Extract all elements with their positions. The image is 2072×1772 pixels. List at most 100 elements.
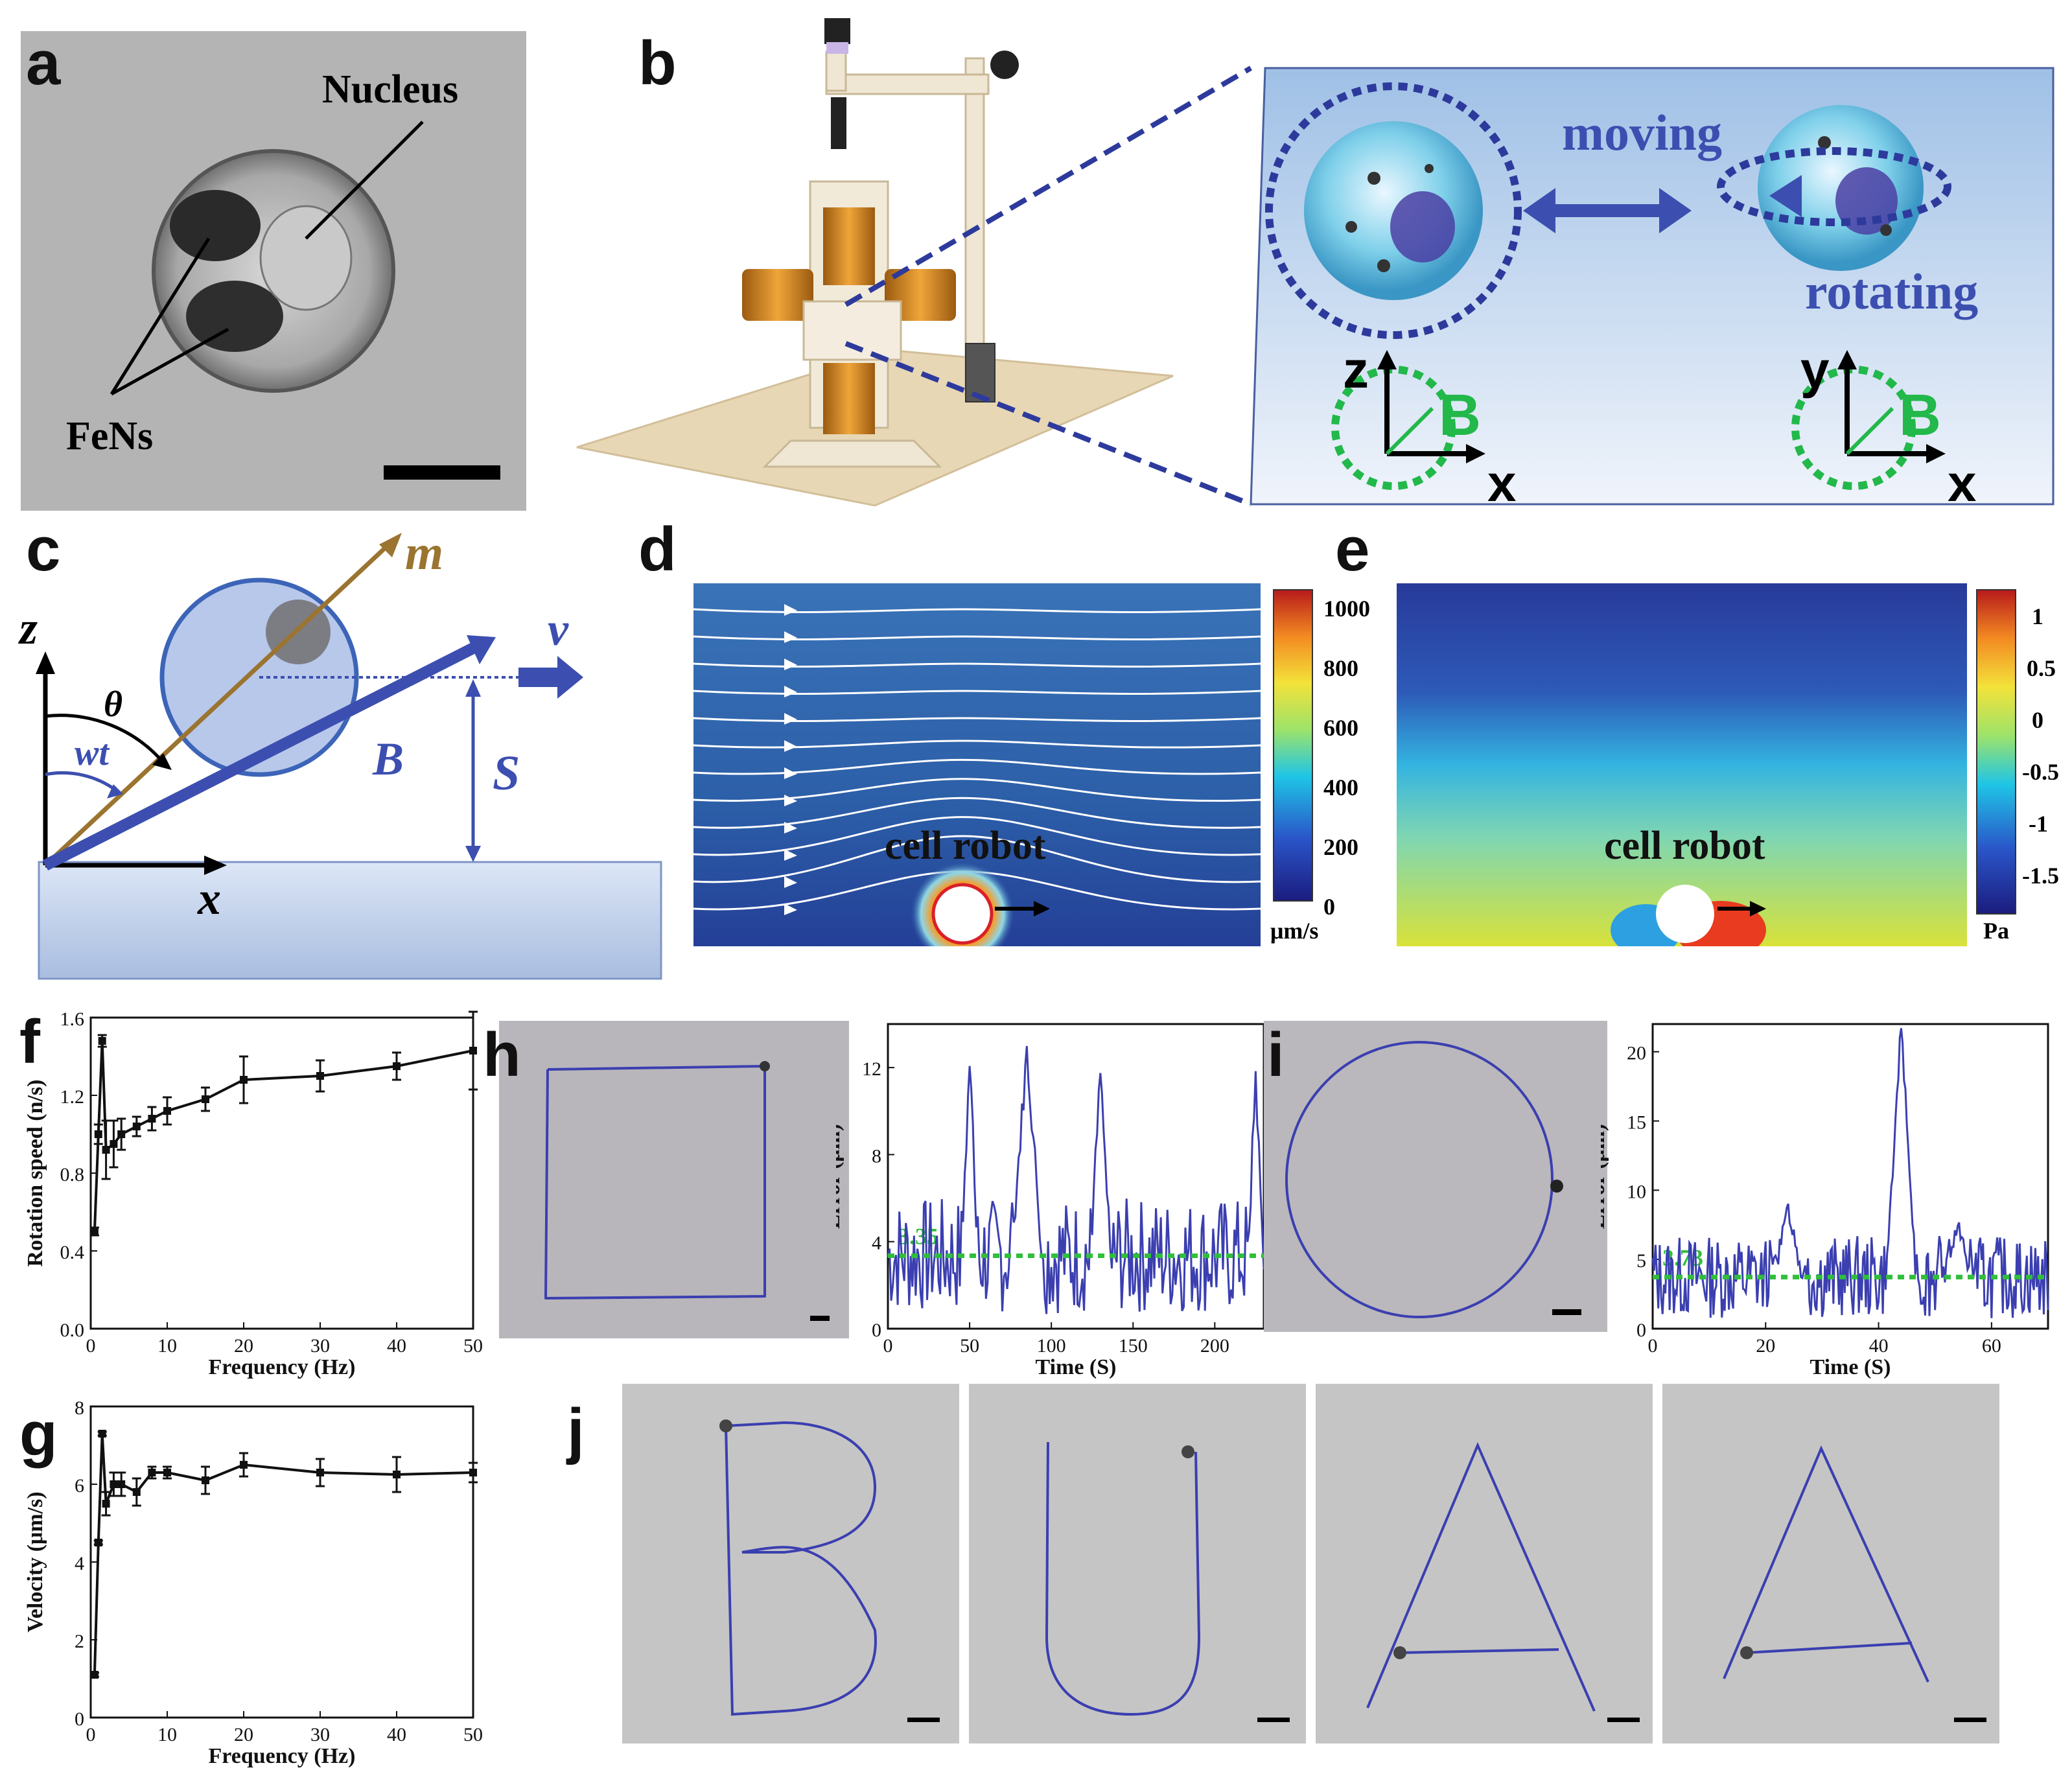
colorbar-d-tick-400: 400 — [1323, 775, 1358, 800]
x-axis-label: Frequency (Hz) — [209, 1355, 356, 1379]
streamline — [693, 835, 1261, 883]
y-tick-label: 15 — [1627, 1112, 1646, 1134]
y-axis-label: Error (μm) — [1601, 1124, 1609, 1229]
scale-bar — [384, 465, 500, 480]
panel-label-h: h — [483, 1020, 521, 1090]
axis-x-label-2: x — [1948, 454, 1977, 512]
square-trajectory — [544, 1061, 830, 1321]
colorbar-e-tick-0-5: 0.5 — [2027, 655, 2056, 681]
data-point — [393, 1471, 401, 1478]
panel-a-micrograph: Nucleus FeNs — [21, 31, 526, 511]
x-tick-label: 50 — [960, 1335, 979, 1357]
data-point — [117, 1130, 126, 1138]
data-point — [240, 1461, 248, 1469]
colorbar-d-tick-200: 200 — [1323, 834, 1358, 860]
data-point — [202, 1095, 209, 1103]
x-axis-label: Time (S) — [1810, 1355, 1891, 1379]
panel-h-chart: 0 50 100 150 200 0 4 8 12 Time (S) Error (μm) 3.35 — [836, 1014, 1277, 1390]
x-tick-label: 10 — [157, 1335, 177, 1357]
x-tick-label: 20 — [234, 1724, 253, 1745]
panel-d-flowfield — [693, 583, 1313, 946]
streamline — [693, 758, 1261, 775]
y-tick-label: 0.0 — [60, 1320, 85, 1341]
data-point — [163, 1469, 171, 1476]
axis-y-label: y — [1800, 341, 1830, 399]
axis-z-label: z — [1343, 341, 1369, 399]
streamline — [693, 608, 1261, 613]
y-tick-label: 8 — [75, 1397, 84, 1419]
moving-label: moving — [1562, 104, 1723, 161]
y-tick-label: 1.6 — [60, 1008, 85, 1030]
x-tick-label: 40 — [387, 1724, 406, 1745]
y-tick-label: 12 — [862, 1058, 881, 1080]
colorbar-d-tick-1000: 1000 — [1323, 596, 1370, 622]
panel-e: cell robot 1 0.5 0 -0.5 -1 -1.5 Pa — [1390, 577, 2064, 946]
data-point — [102, 1146, 110, 1154]
panel-label-c: c — [26, 515, 61, 584]
x-axis-label: Frequency (Hz) — [209, 1744, 356, 1768]
y-axis-label: Error (μm) — [836, 1124, 844, 1229]
cell-moving — [1304, 121, 1483, 300]
colorbar-d-tick-0: 0 — [1323, 894, 1335, 920]
streamline — [693, 690, 1261, 695]
panel-f: 0 10 20 30 40 50 0.0 0.4 0.8 1.2 1.6 Frequency (Hz)… — [19, 1005, 486, 1381]
y-tick-label: 4 — [75, 1553, 84, 1574]
y-tick-label: 0 — [1636, 1320, 1646, 1341]
fens-cluster-1 — [170, 190, 261, 261]
y-axis-label: Rotation speed (n/s) — [23, 1079, 47, 1266]
x-tick-label: 0 — [1648, 1335, 1658, 1357]
stand-knob — [990, 51, 1019, 79]
x-tick-label: 0 — [86, 1335, 96, 1357]
data-point — [469, 1469, 477, 1476]
y-tick-label: 4 — [872, 1233, 881, 1254]
colorbar-e-tick-minus-1-5: -1.5 — [2022, 863, 2059, 889]
data-point — [469, 1047, 477, 1055]
substrate — [38, 861, 662, 980]
chart-h-svg: 0 50 100 150 200 0 4 8 12 Time (S) Error (μm) 3.35 — [836, 1023, 1265, 1379]
circle-path — [1285, 1041, 1554, 1318]
coil-right — [885, 269, 956, 321]
x-tick-label: 0 — [883, 1335, 893, 1357]
y-tick-label: 1.2 — [60, 1086, 85, 1108]
panel-c-diagram — [36, 533, 662, 980]
x-tick-label: 50 — [463, 1724, 483, 1745]
streamline — [693, 797, 1261, 829]
letter-u-trajectory — [1045, 1441, 1290, 1722]
panel-e-pressurefield — [1397, 583, 2016, 946]
data-point — [90, 1671, 99, 1679]
panel-label-b: b — [638, 29, 677, 98]
cell-robot-label-d: cell robot — [885, 824, 1046, 868]
data-point — [132, 1488, 141, 1496]
y-tick-label: 20 — [1627, 1043, 1646, 1064]
error-trace — [1651, 1028, 2049, 1318]
data-point — [94, 1539, 102, 1546]
colorbar-d-tick-600: 600 — [1323, 715, 1358, 741]
x-tick-label: 10 — [157, 1724, 177, 1745]
scale-bar-j2 — [1257, 1718, 1290, 1722]
chart-g-svg: 0 10 20 30 40 50 0 2 4 6 8 Frequency (Hz) Velocity (… — [23, 1397, 483, 1768]
field-b-label-2: B — [1899, 383, 1941, 448]
data-point — [90, 1228, 99, 1235]
panel-c: m θ wt B v S z x — [19, 519, 668, 985]
y-tick-label: 2 — [75, 1631, 84, 1652]
y-tick-label: 0 — [872, 1320, 881, 1341]
panel-j-letter-a2 — [1662, 1384, 1999, 1743]
data-point — [148, 1115, 156, 1123]
y-tick-label: 8 — [872, 1145, 881, 1167]
data-point — [110, 1140, 118, 1148]
nucleus-label: Nucleus — [322, 67, 459, 111]
v-label: v — [548, 603, 568, 655]
data-point — [110, 1480, 118, 1488]
streamline — [693, 816, 1261, 856]
panel-j-letter-a1 — [1316, 1384, 1653, 1743]
x-tick-label: 30 — [310, 1724, 330, 1745]
y-tick-label: 0.4 — [60, 1242, 85, 1263]
y-tick-label: 6 — [75, 1475, 84, 1497]
fens-label: FeNs — [66, 414, 154, 458]
data-point — [202, 1476, 209, 1484]
axis-x-label-1: x — [1487, 454, 1517, 512]
b-vector-label: B — [373, 733, 404, 785]
panel-j-letter-u — [969, 1384, 1306, 1743]
data-point — [316, 1072, 324, 1080]
panel-label-d: d — [638, 515, 677, 584]
